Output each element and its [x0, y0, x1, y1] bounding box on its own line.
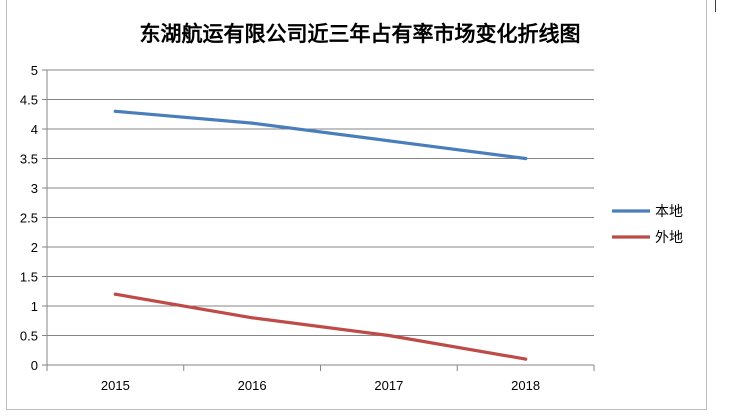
window-edge — [715, 0, 716, 12]
y-tick-label: 1.5 — [20, 270, 38, 285]
legend-label: 外地 — [655, 230, 683, 246]
data-point — [524, 156, 528, 161]
data-point — [387, 333, 391, 338]
y-tick-label: 4.5 — [20, 93, 38, 108]
axes — [42, 69, 595, 371]
data-point — [113, 292, 117, 296]
y-tick-label: 2.5 — [20, 211, 38, 226]
y-tick-label: 3 — [31, 181, 38, 196]
x-tick-label: 2017 — [374, 378, 403, 393]
y-tick-label: 5 — [31, 63, 38, 78]
chart-frame — [6, 0, 707, 410]
gridlines — [47, 69, 594, 336]
tick-labels: 0 0.5 1 1.5 2 2.5 3 3.5 4 4.5 5 2015 2016 2017 2018 — [20, 63, 540, 393]
chart-title: 东湖航运有限公司近三年占有率市场变化折线图 — [140, 21, 581, 46]
y-tick-label: 2 — [31, 240, 38, 255]
y-tick-label: 4 — [31, 122, 38, 137]
data-point — [524, 357, 528, 361]
y-tick-label: 1 — [31, 299, 38, 314]
y-tick-label: 0.5 — [20, 329, 38, 344]
y-tick-label: 3.5 — [20, 152, 38, 167]
data-point — [113, 109, 117, 113]
series — [113, 109, 528, 361]
legend-label: 本地 — [655, 204, 683, 220]
x-tick-label: 2018 — [511, 378, 540, 393]
y-tick-label: 0 — [31, 358, 38, 373]
x-tick-label: 2016 — [238, 378, 267, 393]
series-line-1 — [113, 292, 528, 361]
x-tick-label: 2015 — [101, 378, 130, 393]
data-point — [250, 121, 254, 125]
data-point — [387, 139, 391, 143]
series-line-0 — [113, 109, 528, 161]
data-point — [250, 316, 254, 320]
